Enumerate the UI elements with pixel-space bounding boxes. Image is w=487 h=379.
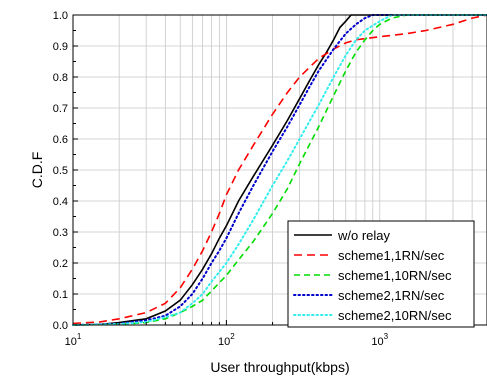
y-tick-label: 0.3 — [53, 227, 68, 239]
legend-label: w/o relay — [337, 228, 391, 243]
y-tick-label: 0.8 — [53, 72, 68, 84]
series-line-1 — [72, 14, 487, 326]
y-axis-label: C.D.F — [29, 152, 45, 189]
series-line-4 — [72, 14, 487, 326]
y-tick-label: 0.6 — [53, 134, 68, 146]
y-tick-label: 0.5 — [53, 165, 68, 177]
y-tick-label: 0.0 — [53, 320, 68, 332]
y-tick-label: 0.4 — [53, 196, 68, 208]
series-line-3 — [72, 14, 487, 326]
y-tick-label: 0.1 — [53, 289, 68, 301]
series-line-5 — [72, 14, 487, 326]
x-tick-label: 103 — [371, 332, 388, 348]
series-line-2 — [72, 14, 487, 325]
y-tick-label: 0.2 — [53, 258, 68, 270]
x-tick-label: 102 — [218, 332, 235, 348]
x-tick-label: 101 — [65, 332, 82, 348]
legend-box — [287, 220, 475, 328]
x-axis-label: User throughput(kbps) — [210, 359, 349, 375]
legend-label: scheme1,10RN/sec — [338, 268, 452, 283]
y-tick-labels: 0.0 0.1 0.2 0.3 0.4 0.5 0.6 0.7 0.8 0.9 1.0 — [53, 10, 68, 332]
legend: w/o relay scheme1,1RN/sec scheme1,10RN/sec… — [287, 220, 475, 328]
y-tick-label: 0.7 — [53, 103, 68, 115]
legend-label: scheme1,1RN/sec — [338, 248, 445, 263]
legend-label: scheme2,1RN/sec — [338, 288, 445, 303]
y-tick-label: 1.0 — [53, 10, 68, 22]
x-tick-labels: 101 102 103 — [65, 332, 389, 348]
series-lines — [72, 14, 487, 326]
y-tick-label: 0.9 — [53, 41, 68, 53]
legend-label: scheme2,10RN/sec — [338, 308, 452, 323]
